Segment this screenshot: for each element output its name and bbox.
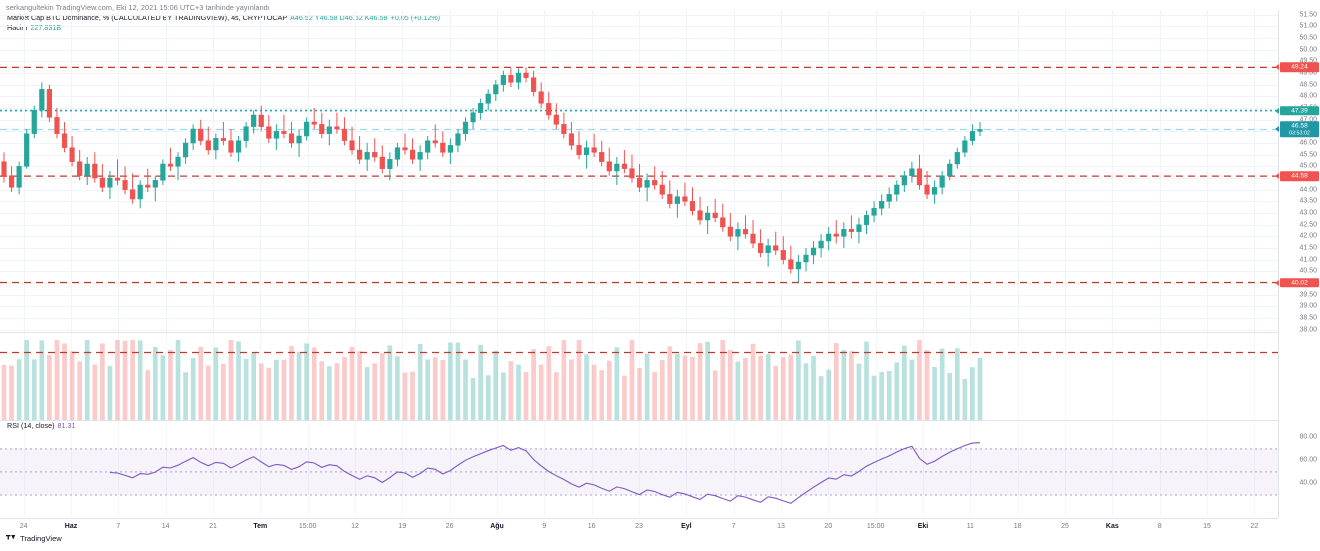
time-axis-tick: 24 <box>19 523 28 530</box>
price-badge-countdown: 03:53:02 <box>1289 130 1310 137</box>
price-pane[interactable] <box>0 10 1278 332</box>
legend-volume-row[interactable]: Hacim 227.831B <box>7 23 61 32</box>
time-axis-tick: 19 <box>398 523 407 530</box>
legend-ohlc: A46.52 Y46.58 D46.52 K46.58 <box>290 13 388 22</box>
price-axis-tick: 39.00 <box>1299 302 1317 310</box>
time-axis-tick: 22 <box>1250 523 1259 530</box>
price-axis-tick: 51.00 <box>1299 22 1317 30</box>
legend-volume-label: Hacim <box>7 23 28 32</box>
price-axis-tick: 44.00 <box>1299 186 1317 194</box>
price-axis-tick: 51.50 <box>1299 11 1317 19</box>
time-axis-tick: 8 <box>1157 523 1162 530</box>
price-axis-tick: 48.50 <box>1299 81 1317 89</box>
rsi-axis-tick: 60.00 <box>1299 456 1317 464</box>
time-axis-tick: 9 <box>542 523 547 530</box>
price-badge-last-price[interactable]: 46.58 03:53:02 <box>1280 121 1319 138</box>
price-axis-tick: 45.50 <box>1299 151 1317 159</box>
price-axis-tick: 41.00 <box>1299 256 1317 264</box>
pane-separator <box>0 332 1278 333</box>
price-badge-value: 49.24 <box>1291 63 1308 71</box>
rsi-legend-label: RSI (14, close) <box>7 421 55 430</box>
time-axis-tick: 23 <box>635 523 643 530</box>
time-axis-tick: 15:00 <box>866 523 885 530</box>
rsi-axis-tick: 80.00 <box>1299 433 1317 441</box>
price-badge-value: 46.58 <box>1291 122 1308 130</box>
price-axis-tick: 41.50 <box>1299 244 1317 252</box>
rsi-pane[interactable] <box>0 420 1278 518</box>
price-badge-value: 44.58 <box>1291 172 1308 180</box>
price-badge-support-green[interactable]: 47.39 <box>1280 105 1319 116</box>
price-axis-tick: 45.00 <box>1299 162 1317 170</box>
price-axis[interactable]: 51.50 51.00 50.50 50.00 49.50 49.00 48.50 48.00… <box>1275 10 1320 518</box>
rsi-legend[interactable]: RSI (14, close) 81.31 <box>7 421 76 430</box>
time-axis-tick: 18 <box>1013 523 1022 530</box>
price-badge-pointer <box>1275 107 1279 114</box>
time-axis-tick: 14 <box>161 523 170 530</box>
price-badge-resistance-mid[interactable]: 44.58 <box>1280 171 1319 181</box>
time-axis-tick: 16 <box>587 523 596 530</box>
time-axis-tick: 13 <box>777 523 785 530</box>
time-axis-tick: 21 <box>209 523 217 530</box>
rsi-axis-tick: 40.00 <box>1299 479 1317 487</box>
legend-symbol-row[interactable]: Market Cap BTC Dominance, % (CALCULATED … <box>7 13 440 22</box>
rsi-legend-value: 81.31 <box>57 421 76 430</box>
footer-branding: TradingView <box>6 529 62 547</box>
price-badge-pointer <box>1275 126 1279 133</box>
time-axis-tick: 11 <box>966 523 974 530</box>
price-badge-pointer <box>1275 64 1279 71</box>
time-axis-tick: 20 <box>824 523 833 530</box>
time-axis-tick: 25 <box>1061 523 1069 530</box>
legend-volume-value: 227.831B <box>30 23 62 32</box>
time-axis-tick: 15 <box>1203 523 1211 530</box>
price-badge-pointer <box>1275 279 1279 286</box>
time-axis-tick: 26 <box>445 523 454 530</box>
price-axis-tick: 47.00 <box>1299 116 1317 124</box>
price-badge-value: 47.39 <box>1291 106 1308 114</box>
pane-separator <box>0 420 1278 421</box>
price-axis-tick: 50.00 <box>1299 46 1317 54</box>
price-axis-tick: 42.50 <box>1299 221 1317 229</box>
price-axis-tick: 43.50 <box>1299 197 1317 205</box>
chart-legend: Market Cap BTC Dominance, % (CALCULATED … <box>7 13 440 22</box>
time-axis-tick: 12 <box>351 523 359 530</box>
time-axis-tick: 7 <box>731 523 736 530</box>
price-axis-tick: 38.50 <box>1299 314 1317 322</box>
price-badge-value: 40.02 <box>1291 278 1308 286</box>
time-axis-tick: Haz <box>64 523 78 530</box>
time-axis[interactable]: 24 Haz 7 14 21 Tem 15:00 12 19 26 Ağu 9 16 23 Eyl 7 13 20… <box>0 518 1278 534</box>
price-axis-tick: 38.00 <box>1299 326 1317 334</box>
price-axis-tick: 49.00 <box>1299 69 1317 77</box>
time-axis-tick: Eyl <box>681 523 692 530</box>
price-axis-tick: 42.00 <box>1299 232 1317 240</box>
price-axis-tick: 48.00 <box>1299 92 1317 100</box>
price-badge-resistance-low[interactable]: 40.02 <box>1280 277 1319 288</box>
price-axis-tick: 39.50 <box>1299 291 1317 299</box>
time-axis-tick: 15:00 <box>298 523 317 530</box>
time-axis-tick: 7 <box>116 523 121 530</box>
tradingview-logo-icon <box>6 529 17 547</box>
volume-pane[interactable] <box>0 332 1278 420</box>
legend-change: +0.05 (+0.12%) <box>390 13 441 22</box>
price-axis-tick: 43.00 <box>1299 209 1317 217</box>
price-axis-tick: 50.50 <box>1299 34 1317 42</box>
publisher-line: serkangultekin TradingView.com, Eki 12, … <box>6 3 270 12</box>
time-axis-tick: Tem <box>253 523 268 530</box>
time-axis-tick: Ağu <box>490 523 504 530</box>
price-badge-pointer <box>1275 173 1279 180</box>
price-axis-tick: 49.50 <box>1299 57 1317 65</box>
time-axis-tick: Kas <box>1105 523 1119 530</box>
price-badge-resistance-high[interactable]: 49.24 <box>1280 62 1319 73</box>
time-axis-tick: Eki <box>917 523 929 530</box>
legend-symbol: Market Cap BTC Dominance, % (CALCULATED … <box>7 13 288 22</box>
price-axis-tick: 46.00 <box>1299 139 1317 147</box>
tradingview-wordmark: TradingView <box>20 533 62 543</box>
price-axis-tick: 40.50 <box>1299 267 1317 275</box>
